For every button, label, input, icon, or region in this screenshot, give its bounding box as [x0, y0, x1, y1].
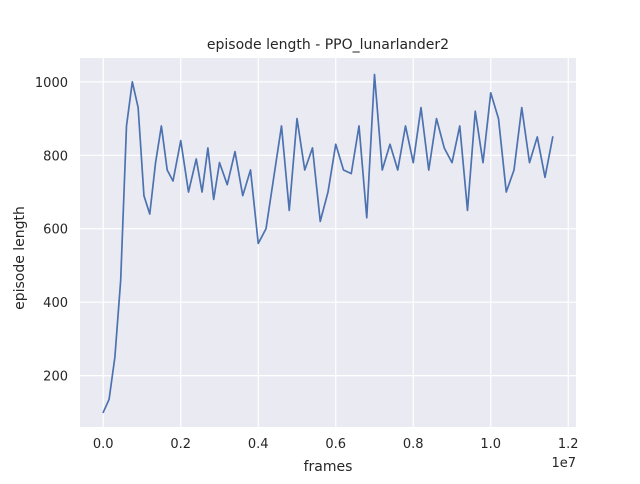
grid-lines [80, 58, 576, 427]
x-axis-offset-label: 1e7 [551, 456, 576, 471]
x-tick-labels: 0.0 0.2 0.4 0.6 0.8 1.0 1.2 [93, 437, 579, 452]
y-axis-label: episode length [12, 206, 28, 310]
x-tick-label: 0.2 [170, 437, 191, 452]
x-tick-label: 0.0 [93, 437, 114, 452]
y-tick-label: 800 [43, 149, 68, 164]
y-tick-label: 200 [43, 370, 68, 385]
series-line [102, 73, 554, 414]
x-tick-label: 0.8 [403, 437, 424, 452]
x-tick-label: 0.4 [248, 437, 269, 452]
y-tick-label: 400 [43, 296, 68, 311]
x-tick-label: 0.6 [325, 437, 346, 452]
x-tick-label: 1.0 [480, 437, 501, 452]
y-tick-labels: 200 400 600 800 1000 [35, 76, 68, 385]
x-axis-label: frames [304, 459, 353, 475]
y-tick-label: 600 [43, 223, 68, 238]
x-tick-label: 1.2 [558, 437, 579, 452]
series-layer [102, 73, 554, 414]
y-tick-label: 1000 [35, 76, 68, 91]
chart-title: episode length - PPO_lunarlander2 [207, 37, 449, 53]
plot-area [80, 58, 576, 427]
